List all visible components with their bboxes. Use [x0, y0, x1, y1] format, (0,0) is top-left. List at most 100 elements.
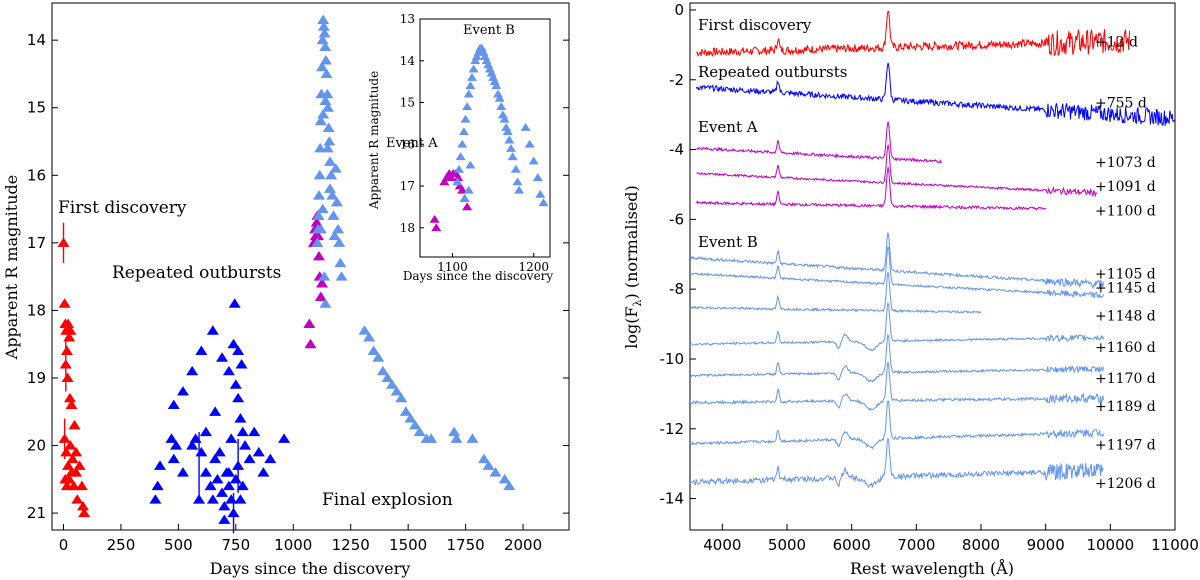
- light-curve-point-final: [489, 467, 502, 477]
- light-curve-point-outburst: [243, 453, 256, 464]
- inset-y-tick-label: 13: [400, 12, 415, 26]
- light-curve-point-final: [320, 68, 333, 78]
- spectra-y-label-sub: λ: [631, 299, 644, 306]
- light-curve-point-final: [324, 183, 337, 193]
- spectrum-line: [696, 10, 1130, 58]
- light-curve-point-final: [358, 325, 371, 335]
- spectrum-line: [696, 167, 1047, 211]
- light-curve-point-outburst: [229, 473, 242, 484]
- light-curve-point-outburst: [222, 467, 235, 477]
- light-curve-y-label: Apparent R magnitude: [2, 175, 21, 360]
- inset-point-final: [506, 143, 516, 152]
- spectrum-epoch-label: +1206 d: [1095, 476, 1156, 492]
- light-curve-point-outburst: [216, 352, 229, 362]
- light-curve-point-first: [60, 446, 73, 457]
- light-curve-point-first: [60, 345, 73, 356]
- light-curve-point-final: [317, 14, 330, 24]
- spectra-lines: [689, 10, 1175, 489]
- spectra-x-label: Rest wavelength (Å): [850, 558, 1014, 578]
- inset-panel: 1100 1200 13 14 15 16 17 18 Days since the disc…: [367, 12, 553, 283]
- light-curve-point-first: [73, 460, 86, 470]
- light-curve-point-outburst: [176, 386, 189, 396]
- spectra-frame: [689, 2, 1176, 531]
- light-curve-point-final: [317, 109, 330, 119]
- spectra-x-tick-label: 9000: [1027, 536, 1065, 554]
- light-curve-point-eventA: [304, 338, 317, 349]
- light-curve-point-outburst: [195, 345, 208, 356]
- light-curve-point-outburst: [199, 426, 212, 437]
- inset-point-eventA: [462, 202, 473, 211]
- light-curve-point-outburst: [189, 433, 202, 443]
- light-curve-point-outburst: [222, 480, 235, 491]
- light-curve-point-outburst: [167, 453, 180, 464]
- light-curve-point-final: [498, 473, 511, 484]
- light-curve-point-eventA: [303, 318, 316, 328]
- light-curve-point-first: [77, 500, 90, 511]
- light-curve-point-eventA: [315, 277, 328, 288]
- light-curve-point-final: [319, 95, 332, 106]
- spectra-x-tick-label: 5000: [768, 536, 806, 554]
- light-curve-point-final: [316, 34, 329, 45]
- light-curve-point-final: [318, 271, 331, 281]
- light-curve-point-first: [68, 419, 81, 430]
- inset-point-final: [538, 198, 549, 207]
- spectrum-epoch-label: +1170 d: [1095, 371, 1156, 387]
- light-curve-point-outburst: [232, 345, 245, 356]
- spectrum-epoch-label: +1073 d: [1095, 155, 1156, 171]
- spectra-y-tick-label: -10: [660, 350, 685, 368]
- light-curve-y-tick-label: 16: [27, 166, 46, 184]
- spectrum-epoch-label: +1091 d: [1095, 179, 1156, 195]
- light-curve-point-final: [323, 136, 336, 146]
- light-curve-point-eventA: [310, 217, 323, 227]
- light-curve-point-final: [328, 230, 341, 241]
- spectra-ticks: 4000 5000 6000 7000 8000 9000 10000 11000 0 -2 -4 -…: [660, 1, 1199, 554]
- spectrum-epoch-label: +1105 d: [1095, 266, 1156, 282]
- inset-point-final: [504, 135, 515, 144]
- spectrum-line: [690, 232, 1105, 289]
- spectra-x-tick-label: 7000: [897, 536, 935, 554]
- inset-point-final: [493, 89, 503, 98]
- inset-point-final: [471, 52, 482, 60]
- light-curve-y-tick-label: 17: [27, 234, 46, 252]
- light-curve-point-first: [70, 446, 83, 457]
- light-curve-frame: [51, 2, 570, 531]
- annotation-repeated-outbursts: Repeated outbursts: [112, 263, 281, 283]
- light-curve-point-outburst: [167, 399, 180, 410]
- light-curve-point-final: [324, 156, 337, 166]
- inset-point-eventA: [453, 173, 464, 182]
- light-curve-point-outburst: [236, 426, 249, 437]
- light-curve-point-final: [413, 426, 426, 437]
- spectra-x-tick-label: 8000: [962, 536, 1000, 554]
- light-curve-panel: 0 250 500 750 1000 1250 1500 1750 2000 14 15 16 17 18…: [2, 2, 570, 578]
- light-curve-point-final: [330, 196, 343, 207]
- light-curve-point-final: [314, 223, 327, 234]
- light-curve-point-outburst: [222, 365, 235, 376]
- light-curve-point-final: [332, 223, 345, 234]
- inset-points: [429, 43, 549, 232]
- light-curve-point-final: [335, 271, 348, 281]
- inset-point-eventA: [431, 223, 442, 232]
- spectrum-epoch-label: +1145 d: [1095, 280, 1156, 296]
- light-curve-point-final: [312, 210, 325, 220]
- inset-point-final: [467, 72, 477, 81]
- inset-point-eventA: [429, 214, 440, 223]
- light-curve-point-first: [62, 318, 75, 328]
- spectra-y-label: log(Fλ) (normalised): [622, 185, 644, 349]
- inset-point-final: [499, 114, 510, 123]
- spectra-epoch-labels: +12 d+755 d+1073 d+1091 d+1100 d+1105 d+…: [1095, 34, 1156, 491]
- light-curve-point-first: [70, 467, 83, 477]
- light-curve-point-first: [64, 325, 77, 335]
- light-curve-point-outburst: [211, 473, 224, 484]
- light-curve-point-first: [62, 460, 75, 470]
- inset-point-final: [514, 185, 525, 194]
- light-curve-point-outburst: [236, 480, 249, 491]
- inset-point-final: [532, 173, 543, 182]
- light-curve-y-tick-label: 19: [27, 369, 46, 387]
- light-curve-point-first: [64, 440, 77, 450]
- inset-point-final: [535, 189, 546, 198]
- spectrum-line: [689, 437, 1104, 489]
- light-curve-points: [57, 14, 516, 534]
- inset-point-final: [462, 102, 473, 111]
- spectra-y-tick-label: 0: [674, 1, 684, 19]
